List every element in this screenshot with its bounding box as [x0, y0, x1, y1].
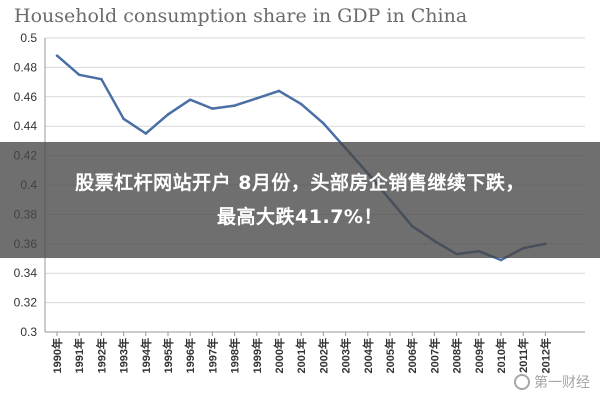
- watermark-logo-icon: [514, 374, 530, 390]
- data-point: [255, 96, 259, 100]
- data-point: [144, 132, 148, 135]
- headline-overlay[interactable]: 股票杠杆网站开户 8月份，头部房企销售继续下跌， 最高大跌41.7%！: [0, 142, 600, 258]
- data-point: [277, 89, 281, 93]
- headline-line-2: 最高大跌41.7%！: [217, 206, 383, 228]
- data-point: [211, 107, 214, 110]
- data-point: [122, 117, 125, 121]
- x-tick-label: 2011年: [516, 338, 530, 373]
- x-tick-label: 1992年: [94, 338, 108, 373]
- data-point: [188, 98, 192, 102]
- x-tick-label: 1990年: [50, 338, 64, 373]
- chart-title: Household consumption share in GDP in Ch…: [14, 5, 467, 27]
- data-point: [77, 73, 81, 77]
- x-tick-label: 2004年: [361, 338, 375, 373]
- watermark-text: 第一财经: [534, 375, 590, 391]
- data-point: [100, 77, 103, 81]
- y-tick-label: 0.32: [14, 296, 38, 310]
- x-tick-label: 1996年: [183, 338, 197, 373]
- x-tick-label: 1991年: [72, 338, 86, 373]
- x-tick-label: 2008年: [450, 338, 464, 373]
- y-tick-label: 0.46: [14, 90, 38, 104]
- x-tick-labels: 1990年 1991年 1992年 1993年 1994年 1995年 1996年 1997年…: [50, 338, 552, 373]
- x-tick-label: 2010年: [494, 338, 508, 373]
- x-tick-label: 1997年: [205, 338, 219, 373]
- x-tick-label: 2005年: [383, 338, 397, 373]
- y-tick-label: 0.3: [20, 325, 37, 339]
- x-tick-label: 2002年: [316, 338, 330, 373]
- y-tick-label: 0.48: [14, 60, 38, 74]
- data-point: [166, 113, 170, 116]
- watermark: 第一财经: [514, 372, 590, 392]
- headline-line-1: 股票杠杆网站开户 8月份，头部房企销售继续下跌，: [75, 172, 525, 194]
- x-tick-label: 2012年: [538, 338, 552, 373]
- x-tick-label: 2000年: [272, 338, 286, 373]
- data-point: [299, 102, 303, 106]
- x-tick-label: 1994年: [139, 338, 153, 373]
- x-tick-label: 2009年: [472, 338, 486, 373]
- data-point: [55, 54, 59, 57]
- y-tick-label: 0.5: [20, 31, 37, 45]
- x-tick-label: 2001年: [294, 338, 308, 373]
- y-tick-label: 0.34: [14, 266, 38, 280]
- x-tick-label: 2007年: [427, 338, 441, 373]
- x-tick-label: 1995年: [161, 338, 175, 373]
- x-tick-label: 1999年: [250, 338, 264, 373]
- y-tick-label: 0.44: [14, 119, 38, 133]
- x-tick-label: 1998年: [228, 338, 242, 373]
- data-point: [233, 104, 236, 107]
- x-tick-label: 1993年: [117, 338, 131, 373]
- data-point: [499, 258, 503, 262]
- x-tick-label: 2006年: [405, 338, 419, 373]
- data-point: [322, 121, 325, 125]
- x-tick-label: 2003年: [339, 338, 353, 373]
